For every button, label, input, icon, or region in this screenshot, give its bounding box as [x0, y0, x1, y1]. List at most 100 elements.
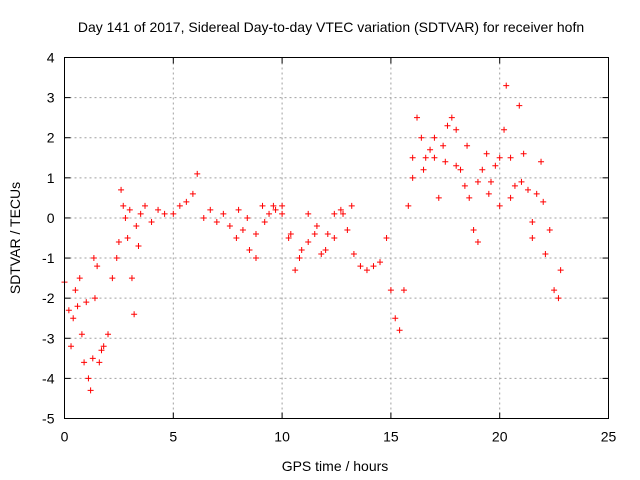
data-point [322, 247, 329, 254]
x-tick-label: 10 [274, 429, 290, 445]
data-point [252, 255, 259, 262]
data-point [126, 206, 133, 213]
x-tick-label: 0 [61, 429, 69, 445]
data-point [235, 206, 242, 213]
data-point [344, 226, 351, 233]
data-point [483, 150, 490, 157]
data-point [337, 206, 344, 213]
data-point [120, 202, 127, 209]
data-point [348, 202, 355, 209]
data-point [311, 230, 318, 237]
data-point [422, 154, 429, 161]
data-point [194, 170, 201, 177]
data-point [246, 247, 253, 254]
data-point [420, 166, 427, 173]
chart-title: Day 141 of 2017, Sidereal Day-to-day VTE… [78, 19, 584, 35]
data-point [115, 239, 122, 246]
data-point [383, 235, 390, 241]
data-point [176, 202, 183, 209]
data-point [285, 235, 292, 241]
data-point [279, 202, 286, 209]
data-point [91, 295, 98, 302]
data-point [555, 295, 562, 302]
data-point [440, 142, 447, 149]
data-point [464, 142, 471, 149]
data-point [444, 122, 451, 129]
data-point [244, 214, 251, 221]
data-point [155, 206, 162, 213]
data-point [261, 218, 268, 225]
data-point [400, 287, 407, 294]
data-point [137, 210, 144, 217]
data-point [453, 126, 460, 133]
data-point [279, 210, 286, 217]
data-point [409, 174, 416, 181]
x-tick-label: 15 [383, 429, 399, 445]
data-point [507, 194, 514, 201]
data-point [511, 182, 518, 189]
data-point [83, 299, 90, 306]
y-axis-label: SDTVAR / TECUs [7, 182, 23, 294]
data-point [109, 275, 116, 282]
data-point [474, 239, 481, 246]
data-point [96, 359, 103, 366]
data-point [427, 146, 434, 153]
data-point [524, 186, 531, 193]
data-point [520, 150, 527, 157]
data-point [131, 311, 138, 318]
data-point [183, 198, 190, 205]
y-tick-label: -1 [42, 250, 55, 266]
data-point [538, 158, 545, 165]
data-point [305, 239, 312, 246]
data-point [501, 126, 508, 133]
data-point [466, 194, 473, 201]
data-point [85, 375, 92, 382]
data-point [78, 331, 85, 338]
data-point [435, 194, 442, 201]
data-point [507, 154, 514, 161]
data-point [128, 275, 135, 282]
data-point [529, 235, 536, 241]
data-point [350, 251, 357, 258]
data-point [503, 82, 510, 89]
data-point [448, 114, 455, 121]
data-point [266, 210, 273, 217]
data-point [496, 154, 503, 161]
y-tick-label: 0 [47, 210, 55, 226]
data-point [492, 162, 499, 169]
data-point [331, 210, 338, 217]
data-point [414, 114, 421, 121]
data-point [409, 154, 416, 161]
data-point [74, 303, 81, 310]
y-tick-label: 4 [47, 50, 55, 66]
data-point [324, 230, 331, 237]
data-point [318, 251, 325, 258]
y-tick-label: 2 [47, 130, 55, 146]
data-point [363, 267, 370, 274]
data-point [142, 202, 149, 209]
data-point [377, 259, 384, 266]
data-point [461, 182, 468, 189]
data-point [220, 210, 227, 217]
data-point [233, 235, 240, 241]
data-point [418, 134, 425, 141]
data-point [200, 214, 207, 221]
data-point [124, 235, 131, 241]
data-point [170, 210, 177, 217]
plot-frame [64, 57, 609, 419]
grid [64, 57, 609, 419]
data-point [68, 343, 75, 350]
data-point [305, 210, 312, 217]
data-point [518, 178, 525, 185]
data-point [252, 230, 259, 237]
data-point [239, 226, 246, 233]
data-point [542, 251, 549, 258]
data-point [113, 255, 120, 262]
data-point [387, 287, 394, 294]
data-point [87, 387, 94, 394]
data-point [431, 154, 438, 161]
data-point [292, 267, 299, 274]
data-point [370, 263, 377, 270]
data-point [551, 287, 558, 294]
